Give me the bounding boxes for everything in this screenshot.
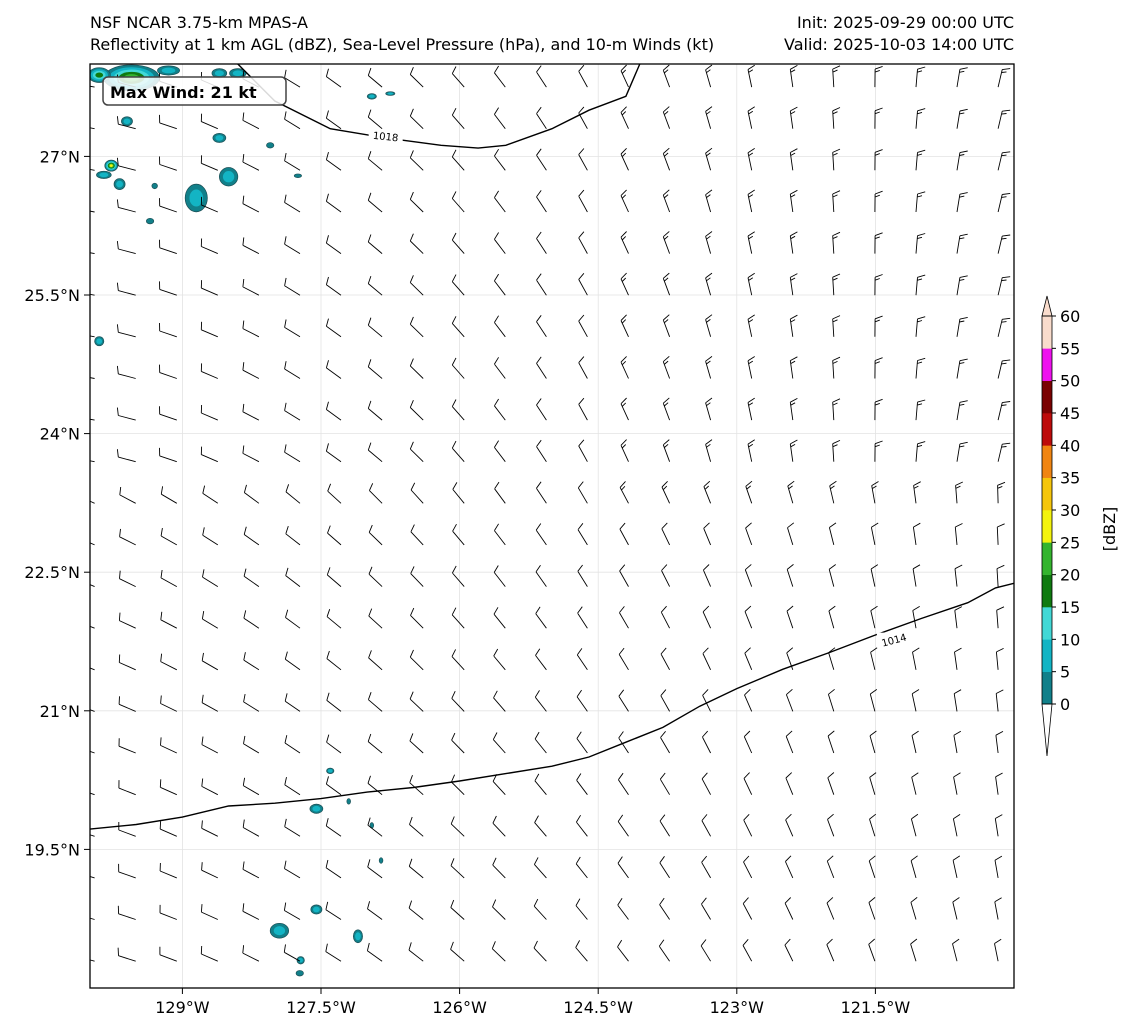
isobar-label-bg bbox=[368, 129, 403, 143]
colorbar-segment bbox=[1042, 380, 1052, 414]
echo-cell bbox=[387, 92, 394, 95]
colorbar-tick-label: 55 bbox=[1060, 339, 1080, 358]
model-title: NSF NCAR 3.75-km MPAS-A bbox=[90, 13, 308, 32]
colorbar-tick-label: 35 bbox=[1060, 469, 1080, 488]
colorbar-segment bbox=[1042, 316, 1052, 349]
fields-title: Reflectivity at 1 km AGL (dBZ), Sea-Leve… bbox=[90, 35, 715, 54]
echo-cell bbox=[312, 906, 320, 913]
init-time: Init: 2025-09-29 00:00 UTC bbox=[796, 13, 1014, 32]
echo-cell bbox=[346, 798, 351, 805]
colorbar-segment bbox=[1042, 639, 1052, 672]
lat-tick-label: 27°N bbox=[40, 147, 80, 166]
echo-cell bbox=[95, 72, 104, 78]
lat-tick-label: 24°N bbox=[40, 425, 80, 444]
max-wind-label: Max Wind: 21 kt bbox=[110, 83, 257, 102]
lat-tick-label: 19.5°N bbox=[24, 840, 80, 859]
echo-cell bbox=[295, 970, 304, 977]
isobar-line bbox=[90, 582, 1014, 830]
lat-tick-label: 25.5°N bbox=[24, 286, 80, 305]
echo-cell bbox=[109, 164, 113, 167]
colorbar-tick-label: 15 bbox=[1060, 598, 1080, 617]
colorbar-segment bbox=[1042, 542, 1052, 575]
echo-cell bbox=[123, 118, 131, 125]
colorbar-tick-label: 60 bbox=[1060, 307, 1080, 326]
echo-cell bbox=[368, 94, 375, 99]
colorbar-extend-top bbox=[1041, 295, 1053, 317]
colorbar: 0 5 10 15 20 25 30 35 40 45 50 55 60 bbox=[1041, 295, 1080, 757]
isobar-line bbox=[237, 64, 641, 149]
isobar-label-bg bbox=[876, 632, 911, 646]
echo-cell bbox=[293, 173, 302, 179]
colorbar-label: [dBZ] bbox=[1100, 507, 1119, 552]
colorbar-segment bbox=[1042, 348, 1052, 381]
lon-tick-label: 123°W bbox=[710, 998, 765, 1017]
echo-cell bbox=[96, 338, 103, 345]
colorbar-segment bbox=[1042, 510, 1052, 543]
colorbar-tick-label: 30 bbox=[1060, 501, 1080, 520]
lon-tick-label: 121.5°W bbox=[841, 998, 911, 1017]
echo-cell bbox=[378, 857, 384, 864]
colorbar-tick-label: 0 bbox=[1060, 695, 1070, 714]
lon-tick-label: 126°W bbox=[432, 998, 487, 1017]
echo-cell bbox=[273, 926, 286, 936]
colorbar-segment bbox=[1042, 445, 1052, 478]
lon-tick-label: 129°W bbox=[155, 998, 210, 1017]
echo-cell bbox=[222, 171, 235, 183]
lon-tick-label: 127.5°W bbox=[286, 998, 356, 1017]
colorbar-segment bbox=[1042, 574, 1052, 608]
isobar-label: 1018 bbox=[372, 131, 398, 145]
lon-tick-label: 124.5°W bbox=[563, 998, 633, 1017]
reflectivity-echoes bbox=[90, 64, 396, 977]
echo-cell bbox=[161, 67, 176, 74]
echo-cell bbox=[116, 180, 123, 188]
lat-tick-label: 22.5°N bbox=[24, 563, 80, 582]
echo-cell bbox=[215, 135, 224, 141]
colorbar-tick-label: 25 bbox=[1060, 533, 1080, 552]
axis-ticks: 129°W 127.5°W 126°W 124.5°W 123°W 121.5°W 27°N… bbox=[24, 147, 910, 1017]
colorbar-tick-label: 10 bbox=[1060, 630, 1080, 649]
colorbar-extend-bottom bbox=[1041, 703, 1053, 757]
colorbar-tick-label: 20 bbox=[1060, 566, 1080, 585]
colorbar-segment bbox=[1042, 477, 1052, 511]
echo-cell bbox=[266, 142, 275, 149]
max-wind-box: Max Wind: 21 kt bbox=[102, 76, 287, 106]
echo-cell bbox=[151, 182, 158, 190]
echo-cell bbox=[146, 217, 155, 225]
valid-time: Valid: 2025-10-03 14:00 UTC bbox=[783, 35, 1014, 54]
echo-cell bbox=[232, 70, 243, 77]
colorbar-segment bbox=[1042, 607, 1052, 640]
lat-tick-label: 21°N bbox=[40, 702, 80, 721]
echo-cell bbox=[214, 70, 224, 77]
colorbar-tick-label: 45 bbox=[1060, 404, 1080, 423]
echo-cell bbox=[189, 189, 204, 207]
colorbar-tick-label: 5 bbox=[1060, 663, 1070, 682]
colorbar-tick-label: 40 bbox=[1060, 436, 1080, 455]
graticule bbox=[90, 64, 1014, 988]
echo-cell bbox=[312, 805, 321, 812]
colorbar-tick-label: 50 bbox=[1060, 372, 1080, 391]
echo-cell bbox=[327, 769, 333, 773]
colorbar-segment bbox=[1042, 413, 1052, 446]
echo-cell bbox=[99, 172, 109, 178]
map-frame bbox=[89, 63, 1015, 989]
echo-cell bbox=[355, 932, 361, 941]
wind-barb-field bbox=[90, 64, 1011, 962]
colorbar-segment bbox=[1042, 671, 1052, 705]
wind-barbs bbox=[90, 64, 1011, 962]
